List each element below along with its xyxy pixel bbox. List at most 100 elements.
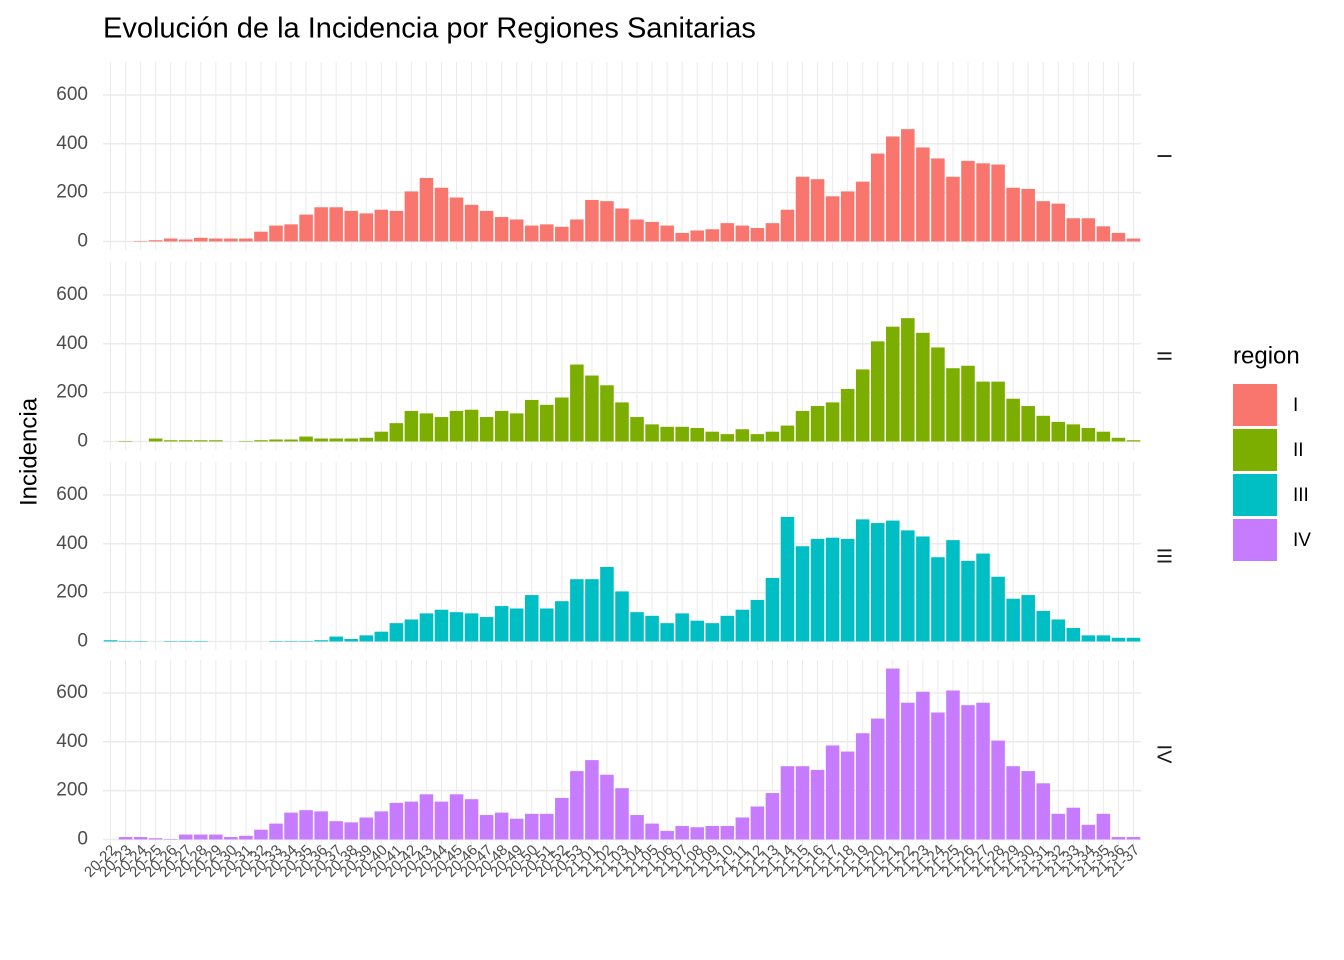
y-tick-label: 600 [56,84,88,105]
bar [991,576,1005,642]
bar [284,812,298,840]
bar [103,640,118,642]
bar [314,811,328,840]
bar [299,214,313,242]
bar [419,177,434,242]
bar [269,225,283,242]
bar [1096,813,1111,840]
bar [464,799,479,840]
bar [961,160,975,242]
bar [886,668,900,840]
bar [825,196,840,242]
bar [870,718,885,840]
bar [209,238,223,242]
bar [464,204,479,242]
bar [840,191,855,242]
bar [555,397,569,442]
bar [404,191,419,242]
bar [931,557,945,642]
bar [735,817,750,840]
facet-strip-label: III [1153,548,1175,565]
bar [1081,824,1096,840]
bar [1021,406,1035,442]
bar [916,691,930,840]
bar [1036,415,1050,442]
bar [254,231,268,242]
bar [976,553,990,642]
bar [855,519,870,642]
legend-label: III [1293,485,1309,506]
bar [359,635,374,642]
bar [1096,635,1111,642]
bar [1081,428,1096,442]
bar [720,434,735,442]
bar [449,410,464,442]
bar [1006,598,1020,642]
bar [1021,188,1035,242]
bar [630,815,644,840]
bar [178,834,193,840]
bar [901,530,915,642]
bar [765,577,780,642]
facet-strip-label: IV [1153,745,1175,765]
bar [1051,813,1066,840]
bar [870,153,885,242]
chart-title: Evolución de la Incidencia por Regiones … [103,13,756,45]
bar [540,224,554,242]
bar [720,826,735,840]
bar [1096,226,1111,242]
bar [600,774,614,840]
bar [404,801,419,840]
bar [1111,232,1126,242]
bar [946,690,960,840]
bar [585,199,599,242]
bar [1066,807,1081,840]
bar [675,232,689,242]
bar [284,224,298,242]
bar [901,129,915,242]
bar [389,210,404,242]
bar [419,413,434,442]
bar [946,368,960,442]
bar [630,612,644,642]
bar [991,381,1005,442]
bar [1051,619,1066,642]
bar [916,147,930,242]
bar [1126,440,1141,442]
bar [1081,218,1096,242]
bar [494,410,509,442]
bar [931,347,945,442]
bar [479,815,494,840]
y-tick-label: 600 [56,284,88,305]
bar [780,516,795,642]
legend-label: IV [1293,530,1311,551]
bar [329,821,343,840]
bar [1111,837,1126,840]
bar [750,434,765,442]
bar [389,423,404,442]
bar [329,438,343,442]
bar [374,631,389,642]
bar [1096,431,1111,442]
bar [269,439,283,442]
bar [254,440,268,442]
bar [705,826,720,840]
bar [494,812,509,840]
bar [570,771,584,840]
bar [1066,218,1081,242]
bar [870,341,885,442]
bar [886,136,900,242]
bar [765,431,780,442]
bar [209,834,223,840]
bar [615,591,629,642]
bar [840,751,855,840]
bar [690,620,704,642]
bar [404,410,419,442]
y-tick-label: 0 [77,630,88,651]
legend-key [1233,384,1277,426]
bar [224,837,238,840]
bar [434,609,449,642]
bar [194,440,208,442]
y-tick-label: 400 [56,731,88,752]
